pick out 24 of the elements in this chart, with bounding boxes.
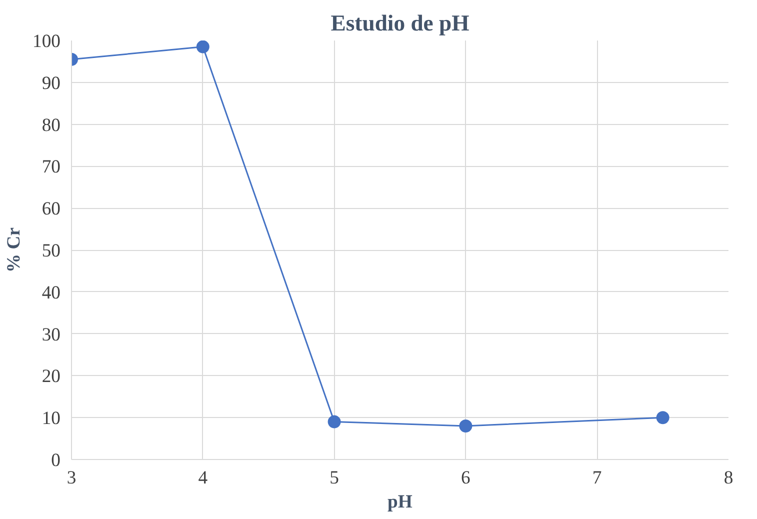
y-tick-label: 40	[42, 282, 60, 304]
y-tick-label: 100	[32, 31, 60, 52]
y-tick-label: 60	[42, 198, 60, 220]
y-tick-label: 20	[42, 366, 60, 388]
x-tick-label: 7	[592, 468, 602, 488]
y-tick-label: 0	[51, 450, 60, 471]
point	[459, 419, 472, 432]
y-tick-label: 30	[42, 324, 60, 346]
y-tick-label: 70	[42, 156, 60, 178]
x-tick-label: 5	[330, 468, 339, 488]
point	[196, 40, 210, 54]
y-tick-label: 80	[42, 114, 60, 136]
point	[656, 411, 670, 424]
y-tick-label: 90	[42, 72, 60, 94]
chart-title: Estudio de pH	[330, 10, 470, 36]
y-tick-label: 10	[42, 408, 60, 430]
point	[328, 415, 341, 428]
x-tick-label: 4	[198, 468, 208, 488]
y-tick-label: 50	[42, 240, 60, 262]
x-axis-title: pH	[388, 492, 413, 512]
y-axis-title: % Cr	[4, 227, 25, 273]
x-tick-label: 8	[724, 468, 734, 488]
x-tick-label: 3	[66, 468, 76, 488]
x-tick-label: 6	[461, 468, 470, 488]
